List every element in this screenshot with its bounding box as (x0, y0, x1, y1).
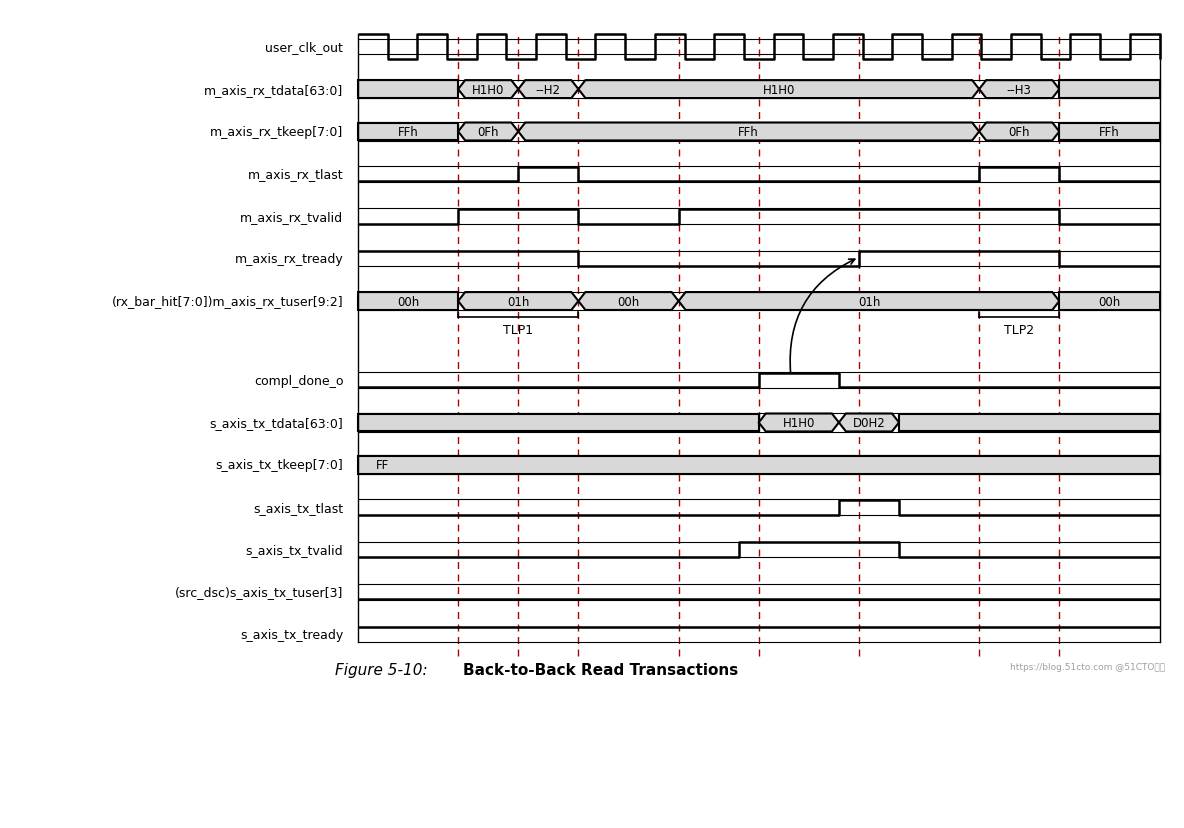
Bar (358, 81, 458, 99)
Text: 00h: 00h (397, 295, 419, 308)
Bar (899, 414, 1159, 432)
Bar (358, 292, 458, 310)
Text: 00h: 00h (1099, 295, 1120, 308)
Polygon shape (839, 414, 899, 432)
Text: FF: FF (375, 459, 388, 472)
Text: D0H2: D0H2 (852, 416, 886, 430)
Polygon shape (458, 123, 519, 142)
Text: m_axis_rx_tready: m_axis_rx_tready (234, 253, 343, 266)
Text: compl_done_o: compl_done_o (253, 374, 343, 388)
Text: https://blog.51cto.com @51CTO博客: https://blog.51cto.com @51CTO博客 (1010, 662, 1165, 672)
Text: s_axis_tx_tready: s_axis_tx_tready (240, 628, 343, 641)
Text: 01h: 01h (507, 295, 529, 308)
Text: 0Fh: 0Fh (477, 126, 498, 139)
Bar (1060, 292, 1159, 310)
Polygon shape (458, 81, 519, 99)
Polygon shape (678, 292, 1060, 310)
Text: --H2: --H2 (536, 84, 561, 97)
Text: s_axis_tx_tkeep[7:0]: s_axis_tx_tkeep[7:0] (215, 459, 343, 472)
Bar (1060, 123, 1159, 142)
Text: m_axis_rx_tlast: m_axis_rx_tlast (247, 168, 343, 181)
Polygon shape (759, 414, 839, 432)
Text: (rx_bar_hit[7:0])m_axis_rx_tuser[9:2]: (rx_bar_hit[7:0])m_axis_rx_tuser[9:2] (111, 295, 343, 308)
Text: (src_dsc)s_axis_tx_tuser[3]: (src_dsc)s_axis_tx_tuser[3] (175, 585, 343, 599)
Text: 0Fh: 0Fh (1009, 126, 1030, 139)
Text: TLP1: TLP1 (503, 324, 533, 337)
Text: FFh: FFh (1099, 126, 1120, 139)
Text: s_axis_tx_tdata[63:0]: s_axis_tx_tdata[63:0] (210, 416, 343, 430)
Bar (358, 414, 759, 432)
Polygon shape (519, 123, 979, 142)
Text: TLP2: TLP2 (1004, 324, 1035, 337)
Text: Figure 5-10:: Figure 5-10: (335, 662, 427, 677)
Polygon shape (579, 81, 979, 99)
Polygon shape (519, 81, 579, 99)
Text: Back-to-Back Read Transactions: Back-to-Back Read Transactions (463, 662, 739, 677)
Bar (358, 456, 1159, 474)
Text: FFh: FFh (739, 126, 759, 139)
Text: FFh: FFh (398, 126, 418, 139)
Text: m_axis_rx_tvalid: m_axis_rx_tvalid (240, 210, 343, 224)
Text: m_axis_rx_tkeep[7:0]: m_axis_rx_tkeep[7:0] (210, 126, 343, 139)
Text: H1H0: H1H0 (472, 84, 504, 97)
Text: H1H0: H1H0 (762, 84, 794, 97)
Text: --H3: --H3 (1006, 84, 1031, 97)
Text: H1H0: H1H0 (783, 416, 815, 430)
Bar (358, 123, 458, 142)
Text: user_clk_out: user_clk_out (265, 41, 343, 54)
Bar (1060, 81, 1159, 99)
Polygon shape (458, 292, 579, 310)
Polygon shape (979, 123, 1060, 142)
Text: m_axis_rx_tdata[63:0]: m_axis_rx_tdata[63:0] (204, 84, 343, 97)
Text: 01h: 01h (857, 295, 880, 308)
Text: s_axis_tx_tlast: s_axis_tx_tlast (253, 501, 343, 514)
Text: 00h: 00h (617, 295, 639, 308)
Polygon shape (579, 292, 678, 310)
Polygon shape (979, 81, 1060, 99)
Text: s_axis_tx_tvalid: s_axis_tx_tvalid (246, 543, 343, 556)
